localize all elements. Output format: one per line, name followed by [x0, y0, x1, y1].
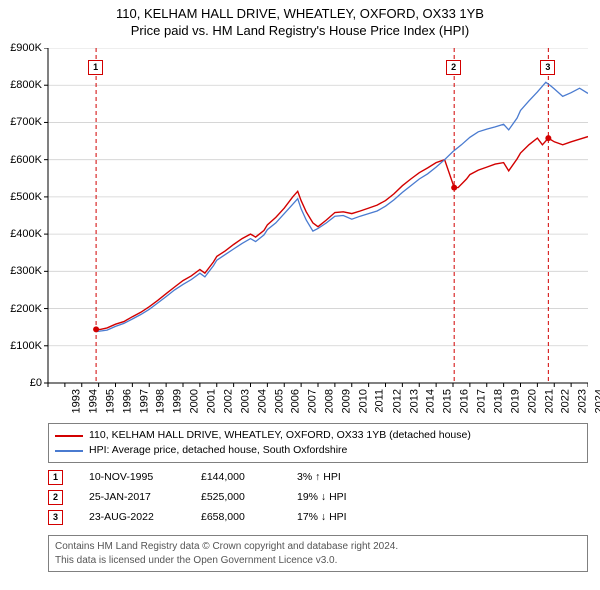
x-tick-label: 2024 [594, 389, 600, 413]
legend-swatch [55, 435, 83, 437]
y-tick-label: £800K [10, 79, 42, 91]
x-tick-label: 2009 [340, 389, 352, 413]
footer-line-1: Contains HM Land Registry data © Crown c… [55, 540, 581, 554]
legend-item: 110, KELHAM HALL DRIVE, WHEATLEY, OXFORD… [55, 428, 581, 443]
x-tick-label: 1993 [70, 389, 82, 413]
footer-box: Contains HM Land Registry data © Crown c… [48, 535, 588, 572]
x-tick-label: 2003 [239, 389, 251, 413]
sale-delta: 3% ↑ HPI [297, 471, 341, 483]
sale-row-marker: 1 [48, 470, 63, 485]
x-tick-label: 2022 [560, 389, 572, 413]
chart-title: 110, KELHAM HALL DRIVE, WHEATLEY, OXFORD… [0, 0, 600, 40]
x-tick-label: 2000 [189, 389, 201, 413]
x-tick-label: 2008 [324, 389, 336, 413]
sale-row: 3 23-AUG-2022 £658,000 17% ↓ HPI [48, 507, 347, 527]
chart-plot-area [43, 48, 588, 388]
footer-line-2: This data is licensed under the Open Gov… [55, 554, 581, 568]
y-tick-label: £300K [10, 265, 42, 277]
sale-price: £525,000 [201, 491, 271, 503]
sale-marker-2: 2 [446, 60, 461, 75]
x-tick-label: 2001 [205, 389, 217, 413]
x-tick-label: 1995 [104, 389, 116, 413]
x-tick-label: 2010 [357, 389, 369, 413]
x-tick-label: 2016 [459, 389, 471, 413]
x-tick-label: 1998 [155, 389, 167, 413]
y-tick-label: £200K [10, 303, 42, 315]
sales-table: 1 10-NOV-1995 £144,000 3% ↑ HPI 2 25-JAN-2017… [48, 467, 347, 527]
y-tick-label: £100K [10, 340, 42, 352]
x-tick-label: 2019 [509, 389, 521, 413]
x-tick-label: 2013 [408, 389, 420, 413]
x-tick-label: 2005 [273, 389, 285, 413]
x-tick-label: 2012 [391, 389, 403, 413]
x-tick-label: 2006 [290, 389, 302, 413]
sale-row: 2 25-JAN-2017 £525,000 19% ↓ HPI [48, 487, 347, 507]
sale-row-marker: 2 [48, 490, 63, 505]
y-tick-label: £500K [10, 191, 42, 203]
x-tick-label: 1996 [121, 389, 133, 413]
x-tick-label: 2020 [526, 389, 538, 413]
x-tick-label: 2002 [222, 389, 234, 413]
sale-delta: 17% ↓ HPI [297, 511, 347, 523]
x-tick-label: 2007 [307, 389, 319, 413]
legend-swatch [55, 450, 83, 452]
x-tick-label: 1994 [87, 389, 99, 413]
legend-item: HPI: Average price, detached house, Sout… [55, 443, 581, 458]
y-tick-label: £400K [10, 228, 42, 240]
y-tick-label: £0 [30, 377, 42, 389]
sale-date: 10-NOV-1995 [89, 471, 175, 483]
x-tick-label: 1999 [172, 389, 184, 413]
chart-container: 110, KELHAM HALL DRIVE, WHEATLEY, OXFORD… [0, 0, 600, 590]
x-tick-label: 2014 [425, 389, 437, 413]
sale-marker-1: 1 [88, 60, 103, 75]
x-tick-label: 1997 [138, 389, 150, 413]
sale-row-marker: 3 [48, 510, 63, 525]
x-tick-label: 2023 [577, 389, 589, 413]
sale-date: 23-AUG-2022 [89, 511, 175, 523]
x-tick-label: 2021 [543, 389, 555, 413]
y-axis-labels: £0£100K£200K£300K£400K£500K£600K£700K£80… [0, 48, 46, 383]
x-tick-label: 2017 [475, 389, 487, 413]
legend-label: HPI: Average price, detached house, Sout… [89, 443, 347, 458]
x-tick-label: 2011 [373, 389, 385, 413]
title-line-2: Price paid vs. HM Land Registry's House … [0, 23, 600, 40]
y-tick-label: £700K [10, 116, 42, 128]
sale-marker-3: 3 [540, 60, 555, 75]
x-tick-label: 2018 [492, 389, 504, 413]
sale-price: £658,000 [201, 511, 271, 523]
sale-delta: 19% ↓ HPI [297, 491, 347, 503]
y-tick-label: £900K [10, 42, 42, 54]
y-tick-label: £600K [10, 154, 42, 166]
sale-date: 25-JAN-2017 [89, 491, 175, 503]
legend-box: 110, KELHAM HALL DRIVE, WHEATLEY, OXFORD… [48, 423, 588, 463]
x-tick-label: 2015 [442, 389, 454, 413]
x-tick-label: 2004 [256, 389, 268, 413]
title-line-1: 110, KELHAM HALL DRIVE, WHEATLEY, OXFORD… [0, 6, 600, 23]
sale-row: 1 10-NOV-1995 £144,000 3% ↑ HPI [48, 467, 347, 487]
legend-label: 110, KELHAM HALL DRIVE, WHEATLEY, OXFORD… [89, 428, 471, 443]
sale-price: £144,000 [201, 471, 271, 483]
